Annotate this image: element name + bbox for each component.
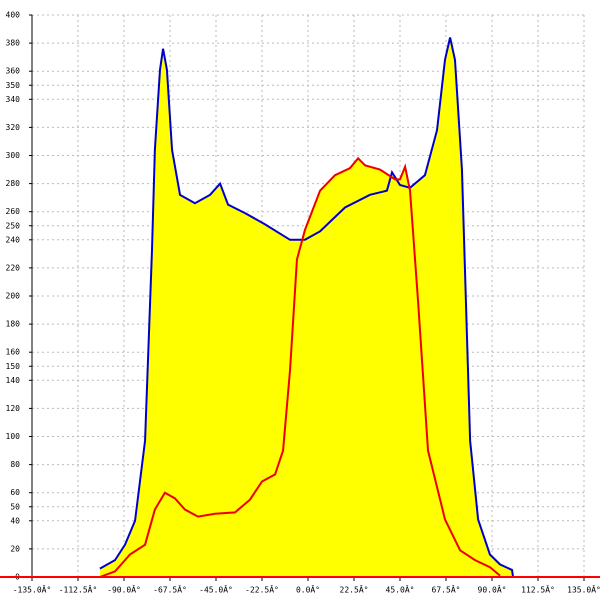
x-tick-label: 22.5Â° xyxy=(340,584,369,595)
line xyxy=(99,156,501,578)
x-tick-label: 90.0Â° xyxy=(478,584,507,595)
y-tick-label: 60 xyxy=(10,488,20,497)
x-tick-label: -135.0Â° xyxy=(13,584,52,595)
y-tick-label: 140 xyxy=(6,376,21,385)
x-tick-label: 0.0Â° xyxy=(296,584,320,595)
y-tick-label: 50 xyxy=(10,502,20,511)
y-tick-label: 20 xyxy=(10,544,20,553)
line xyxy=(99,37,515,578)
y-tick-label: 180 xyxy=(6,320,21,329)
x-tick-label: -67.5Â° xyxy=(153,584,187,595)
y-tick-label: 320 xyxy=(6,123,21,132)
x-tick-label: -112.5Â° xyxy=(59,584,98,595)
x-tick-label: 45.0Â° xyxy=(386,584,415,595)
y-tick-label: 250 xyxy=(6,221,21,230)
y-tick-label: 100 xyxy=(6,432,21,441)
y-tick-label: 400 xyxy=(6,11,21,20)
area-fill xyxy=(99,158,500,577)
y-tick-label: 120 xyxy=(6,404,21,413)
y-tick-label: 380 xyxy=(6,39,21,48)
y-tick-label: 280 xyxy=(6,179,21,188)
y-tick-label: 80 xyxy=(10,460,20,469)
y-tick-label: 360 xyxy=(6,67,21,76)
x-tick-label: 67.5Â° xyxy=(432,584,461,595)
x-tick-label: -22.5Â° xyxy=(245,584,279,595)
x-tick-label: 112.5Â° xyxy=(521,584,555,595)
y-tick-label: 350 xyxy=(6,81,21,90)
y-tick-label: 300 xyxy=(6,151,21,160)
x-tick-label: 135.0Â° xyxy=(567,584,600,595)
y-tick-label: 260 xyxy=(6,207,21,216)
y-tick-label: 340 xyxy=(6,95,21,104)
y-tick-label: 40 xyxy=(10,516,20,525)
y-tick-label: 240 xyxy=(6,235,21,244)
x-tick-label: -90.0Â° xyxy=(107,584,141,595)
y-tick-label: 150 xyxy=(6,362,21,371)
x-tick-label: -45.0Â° xyxy=(199,584,233,595)
y-tick-label: 220 xyxy=(6,263,21,272)
y-tick-label: 160 xyxy=(6,348,21,357)
y-tick-label: 200 xyxy=(6,292,21,301)
